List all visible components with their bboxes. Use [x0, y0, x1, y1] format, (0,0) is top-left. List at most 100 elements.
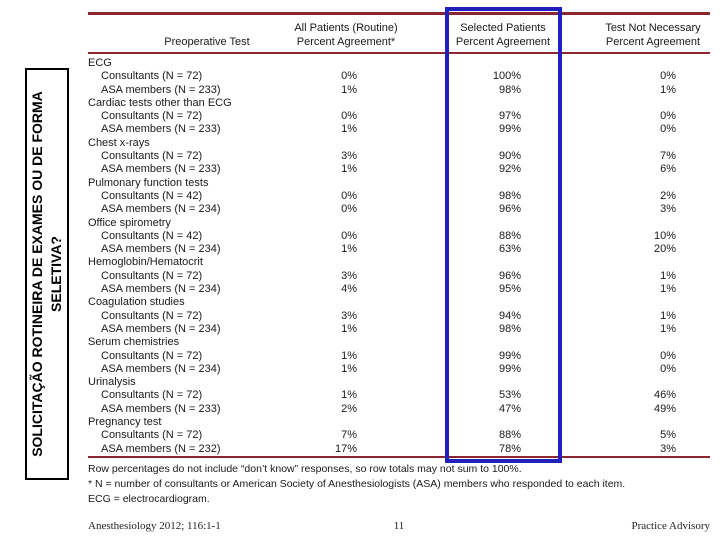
cell-test-not-necessary: 1%	[660, 269, 676, 282]
cell-test-not-necessary: 0%	[660, 70, 676, 83]
table-group-row: Hemoglobin/Hematocrit	[88, 256, 710, 269]
test-group-label: Hemoglobin/Hematocrit	[88, 256, 203, 269]
cell-test-not-necessary: 1%	[660, 283, 676, 296]
column-header-selected-patients: Selected Patients Percent Agreement	[403, 21, 603, 49]
respondent-label: ASA members (N = 234)	[101, 243, 221, 256]
respondent-label: Consultants (N = 72)	[101, 269, 203, 282]
respondent-label: Consultants (N = 42)	[101, 229, 203, 242]
cell-selected-patients: 88%	[498, 229, 521, 242]
test-group-label: Serum chemistries	[88, 336, 180, 349]
cell-selected-patients: 98%	[498, 189, 521, 202]
cell-all-patients: 17%	[334, 442, 357, 455]
respondent-label: ASA members (N = 234)	[101, 322, 221, 335]
table-group-row: Urinalysis	[88, 376, 710, 389]
column-header-test: Preoperative Test	[107, 35, 307, 49]
table-data-row: ASA members (N = 233) 1% 98% 1%	[88, 84, 710, 97]
cell-test-not-necessary: 2%	[660, 189, 676, 202]
table-data-row: Consultants (N = 42) 0% 98% 2%	[88, 190, 710, 203]
cell-selected-patients: 53%	[498, 389, 521, 402]
cell-test-not-necessary: 6%	[660, 163, 676, 176]
cell-selected-patients: 96%	[498, 203, 521, 216]
footnote-n-definition: * N = number of consultants or American …	[88, 478, 626, 490]
cell-all-patients: 0%	[341, 110, 357, 123]
table-data-row: ASA members (N = 233) 2% 47% 49%	[88, 403, 710, 416]
table-data-row: ASA members (N = 234) 4% 95% 1%	[88, 283, 710, 296]
footnote-ecg-definition: ECG = electrocardiogram.	[88, 493, 210, 505]
respondent-label: Consultants (N = 72)	[101, 429, 203, 442]
cell-selected-patients: 97%	[498, 110, 521, 123]
cell-all-patients: 3%	[341, 269, 357, 282]
column-header-test-label: Preoperative Test	[164, 36, 250, 48]
respondent-label: Consultants (N = 72)	[101, 110, 203, 123]
cell-all-patients: 2%	[341, 402, 357, 415]
cell-all-patients: 0%	[341, 203, 357, 216]
cell-test-not-necessary: 5%	[660, 429, 676, 442]
table-rule-bottom	[88, 456, 710, 458]
journal-citation: Anesthesiology 2012; 116:1-1	[88, 520, 221, 532]
table-rule-under-header	[88, 52, 710, 54]
cell-test-not-necessary: 20%	[653, 243, 676, 256]
cell-test-not-necessary: 10%	[653, 229, 676, 242]
cell-selected-patients: 47%	[498, 402, 521, 415]
cell-selected-patients: 90%	[498, 150, 521, 163]
cell-all-patients: 1%	[341, 123, 357, 136]
column-header-all-line2: Percent Agreement*	[296, 36, 396, 48]
test-group-label: Urinalysis	[88, 376, 136, 389]
table-data-row: ASA members (N = 232) 17% 78% 3%	[88, 443, 710, 456]
cell-selected-patients: 95%	[498, 283, 521, 296]
test-group-label: Coagulation studies	[88, 296, 185, 309]
respondent-label: Consultants (N = 72)	[101, 349, 203, 362]
column-header-all-patients: All Patients (Routine) Percent Agreement…	[246, 21, 446, 49]
respondent-label: Consultants (N = 72)	[101, 150, 203, 163]
question-line-2: SELETIVA?	[48, 236, 64, 312]
cell-all-patients: 0%	[341, 229, 357, 242]
cell-selected-patients: 98%	[498, 322, 521, 335]
column-header-selected-line2: Percent Agreement	[455, 36, 551, 48]
respondent-label: ASA members (N = 232)	[101, 442, 221, 455]
cell-test-not-necessary: 7%	[660, 150, 676, 163]
cell-selected-patients: 99%	[498, 349, 521, 362]
cell-all-patients: 7%	[341, 429, 357, 442]
test-group-label: Office spirometry	[88, 216, 171, 229]
question-line-1: SOLICITAÇÃO ROTINEIRA DE EXAMES OU DE FO…	[29, 91, 45, 457]
cell-selected-patients: 100%	[492, 70, 521, 83]
respondent-label: Consultants (N = 72)	[101, 309, 203, 322]
table-group-row: Pregnancy test	[88, 416, 710, 429]
table-data-row: ASA members (N = 233) 1% 92% 6%	[88, 163, 710, 176]
respondent-label: ASA members (N = 233)	[101, 83, 221, 96]
journal-section-title: Practice Advisory	[631, 520, 710, 532]
cell-all-patients: 1%	[341, 322, 357, 335]
respondent-label: ASA members (N = 233)	[101, 123, 221, 136]
table-group-row: ECG	[88, 57, 710, 70]
cell-test-not-necessary: 3%	[660, 203, 676, 216]
cell-all-patients: 0%	[341, 189, 357, 202]
cell-selected-patients: 94%	[498, 309, 521, 322]
respondent-label: Consultants (N = 72)	[101, 70, 203, 83]
table-group-row: Office spirometry	[88, 217, 710, 230]
column-header-notnec-line1: Test Not Necessary	[605, 22, 701, 34]
cell-selected-patients: 98%	[498, 83, 521, 96]
table-data-row: Consultants (N = 72) 0% 100% 0%	[88, 70, 710, 83]
column-header-all-line1: All Patients (Routine)	[294, 22, 398, 34]
table-data-row: Consultants (N = 72) 0% 97% 0%	[88, 110, 710, 123]
cell-test-not-necessary: 1%	[660, 322, 676, 335]
column-header-test-not-necessary: Test Not Necessary Percent Agreement	[553, 21, 720, 49]
test-group-label: Chest x-rays	[88, 136, 150, 149]
cell-test-not-necessary: 1%	[660, 309, 676, 322]
table-data-row: ASA members (N = 234) 1% 99% 0%	[88, 363, 710, 376]
cell-all-patients: 1%	[341, 349, 357, 362]
table-data-row: Consultants (N = 72) 1% 53% 46%	[88, 389, 710, 402]
respondent-label: ASA members (N = 233)	[101, 402, 221, 415]
cell-all-patients: 1%	[341, 362, 357, 375]
table-data-row: ASA members (N = 234) 0% 96% 3%	[88, 203, 710, 216]
question-box: SOLICITAÇÃO ROTINEIRA DE EXAMES OU DE FO…	[25, 68, 69, 480]
column-header-selected-line1: Selected Patients	[460, 22, 546, 34]
cell-test-not-necessary: 46%	[653, 389, 676, 402]
table-rows: ECG Consultants (N = 72) 0% 100% 0% ASA membe…	[88, 57, 710, 456]
cell-selected-patients: 99%	[498, 362, 521, 375]
table-data-row: Consultants (N = 72) 3% 96% 1%	[88, 270, 710, 283]
column-header-notnec-line2: Percent Agreement	[605, 36, 701, 48]
table-data-row: Consultants (N = 72) 7% 88% 5%	[88, 429, 710, 442]
respondent-label: ASA members (N = 234)	[101, 362, 221, 375]
table-group-row: Serum chemistries	[88, 336, 710, 349]
